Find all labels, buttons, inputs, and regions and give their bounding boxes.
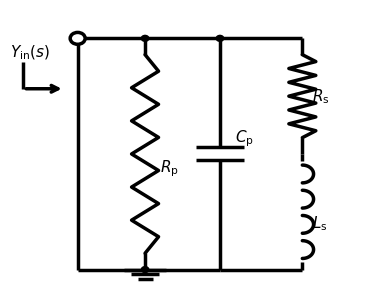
Circle shape	[141, 35, 149, 41]
Circle shape	[216, 35, 224, 41]
Text: $Y_{\mathrm{in}}(s)$: $Y_{\mathrm{in}}(s)$	[10, 44, 50, 63]
Circle shape	[70, 32, 85, 44]
Text: $C_{\mathrm{p}}$: $C_{\mathrm{p}}$	[235, 129, 254, 149]
Text: $R_{\mathrm{p}}$: $R_{\mathrm{p}}$	[160, 159, 179, 179]
Text: $L_{\mathrm{s}}$: $L_{\mathrm{s}}$	[312, 214, 327, 233]
Circle shape	[141, 267, 149, 272]
Text: $R_{\mathrm{s}}$: $R_{\mathrm{s}}$	[312, 87, 329, 105]
